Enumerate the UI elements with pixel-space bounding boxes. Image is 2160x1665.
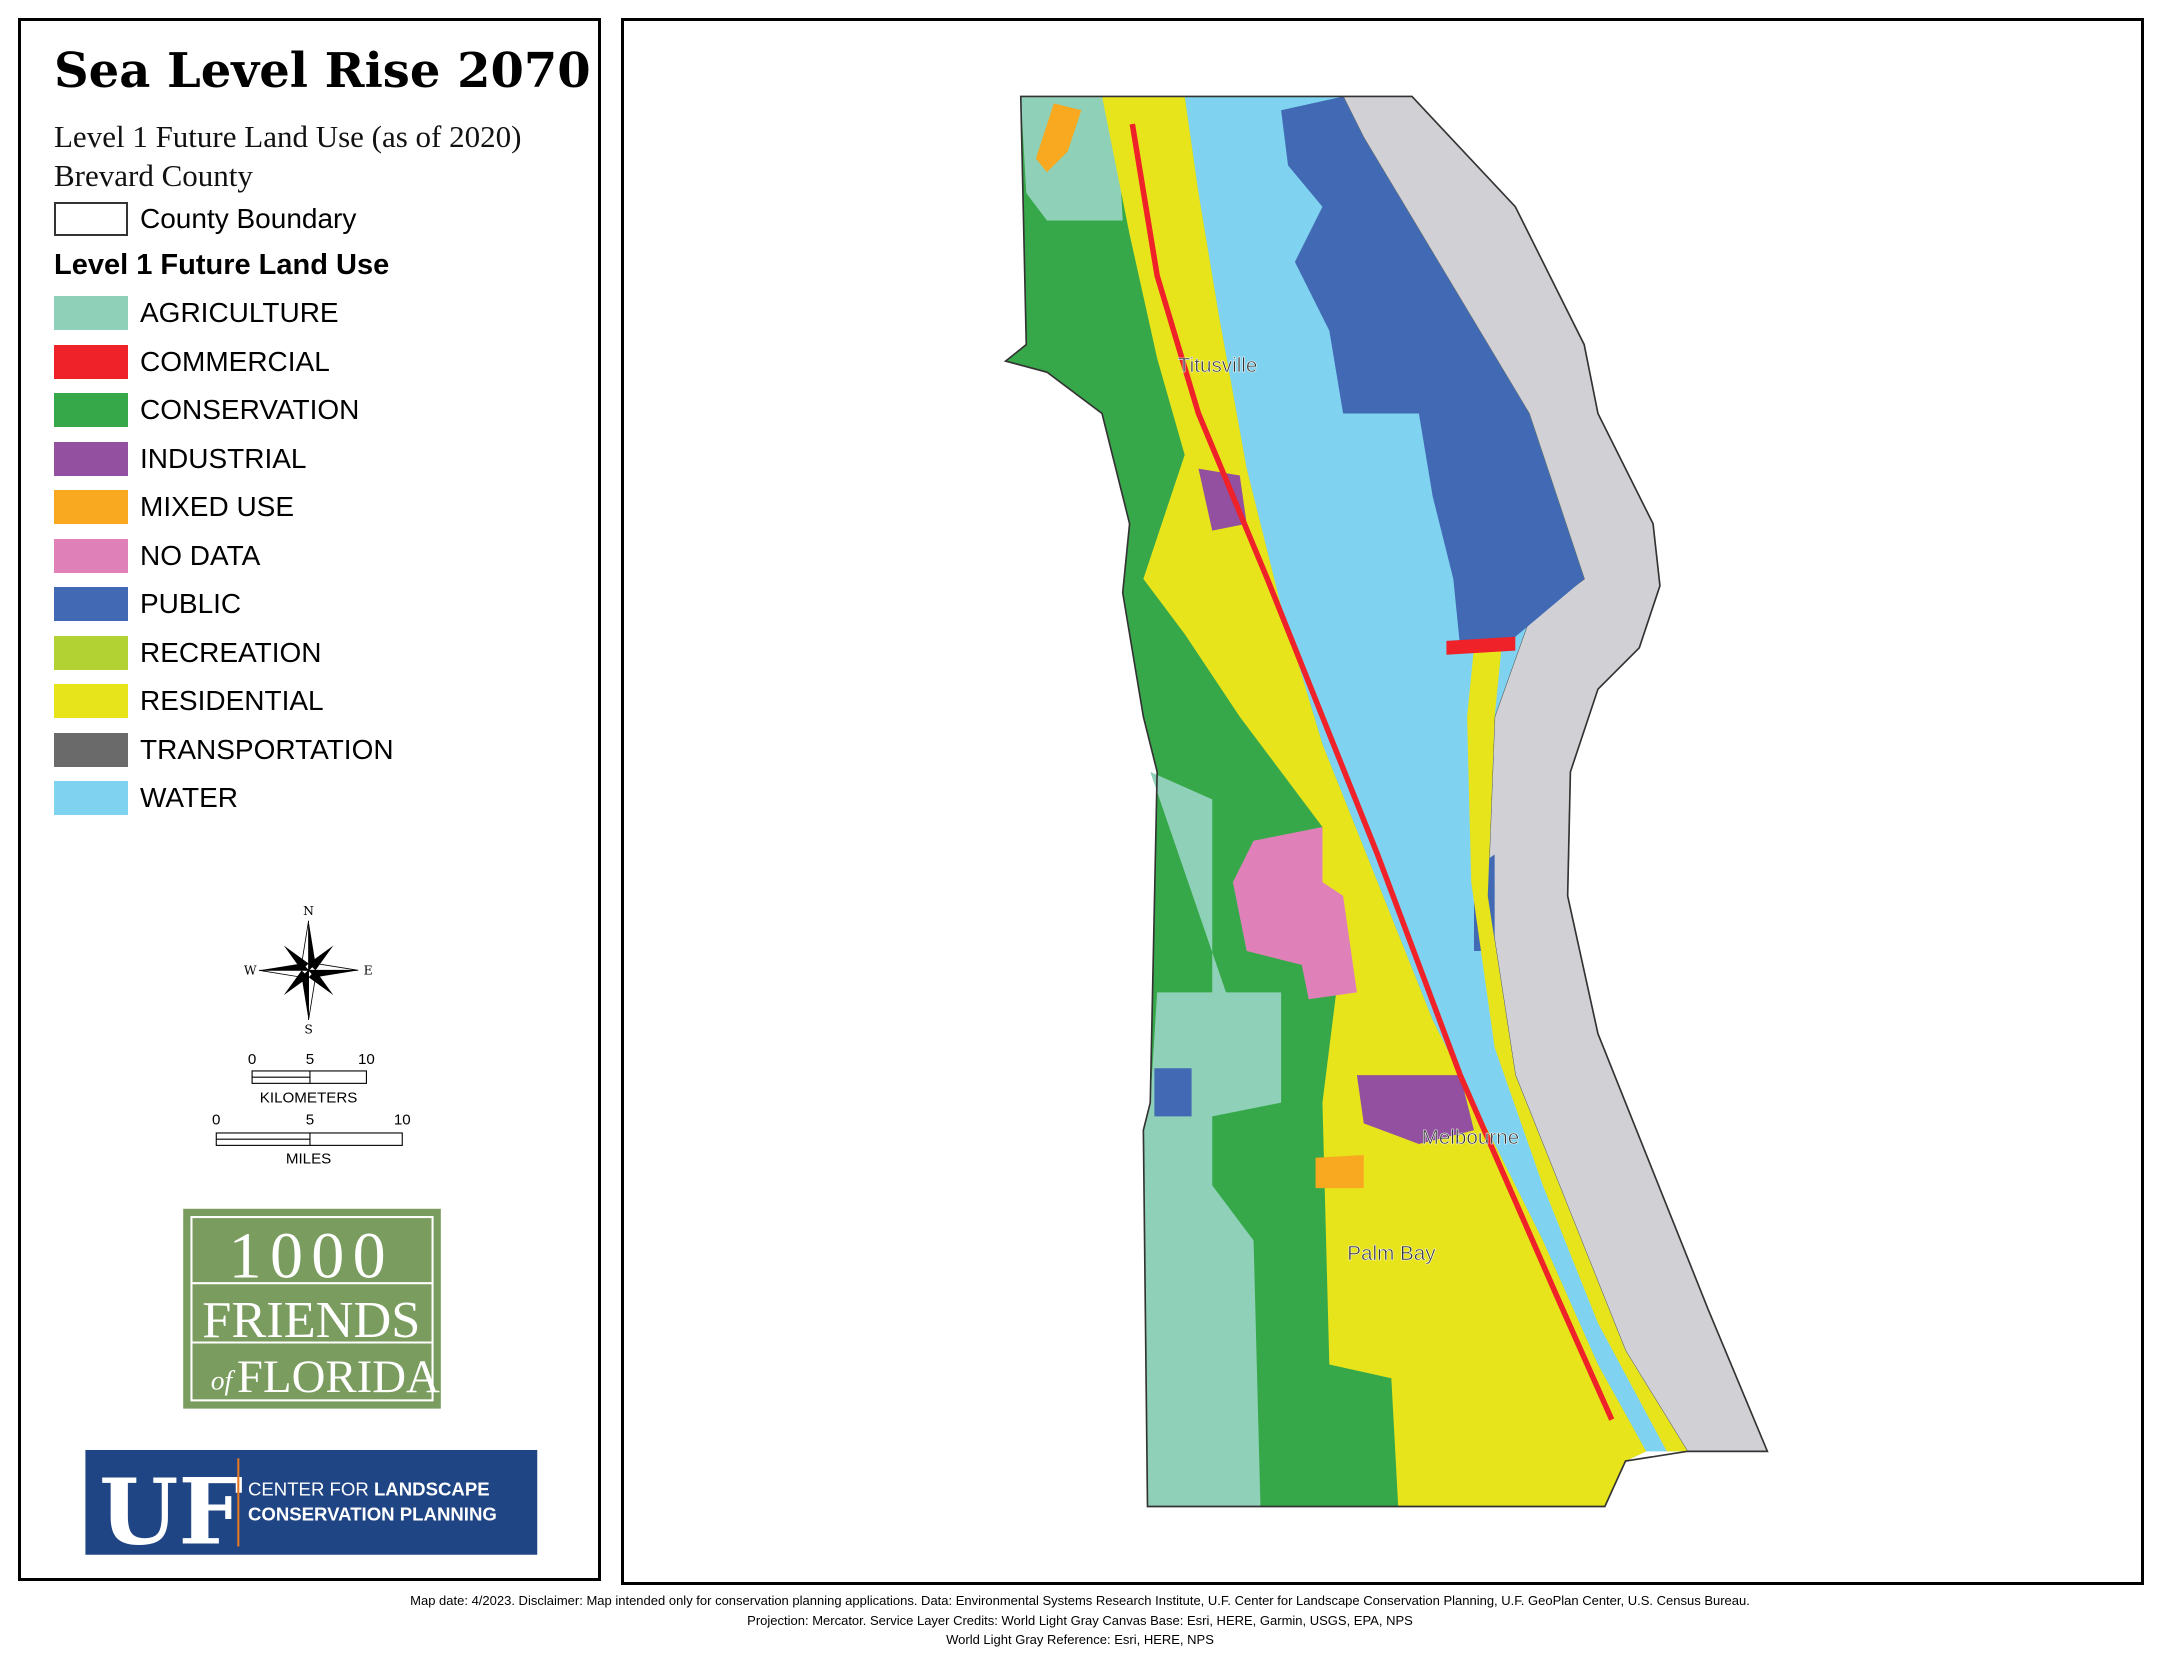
- county-boundary: [1003, 95, 1769, 1508]
- mi-unit: MILES: [286, 1150, 331, 1167]
- city-label-titusville: Titusville: [1178, 354, 1258, 377]
- residential-barrier: [1467, 647, 1688, 1452]
- legend-label: MIXED USE: [140, 491, 295, 522]
- legend-item-industrial: INDUSTRIAL: [54, 441, 306, 477]
- mi-tick: 5: [306, 1112, 314, 1129]
- legend-heading: Level 1 Future Land Use: [54, 249, 390, 281]
- legend-label: WATER: [140, 782, 238, 813]
- scale-bar-miles: 0 5 10 MILES: [212, 1112, 411, 1168]
- legend-swatch: [54, 538, 128, 573]
- map-panel[interactable]: [621, 18, 2144, 1585]
- legend-swatch: [54, 781, 128, 815]
- industrial-north: [1198, 468, 1247, 531]
- scale-bar-km: 0 5 10 KILOMETERS: [248, 1051, 375, 1107]
- water-lagoon: [1184, 96, 1688, 1452]
- legend-label: County Boundary: [140, 203, 357, 234]
- map-subtitle: Level 1 Future Land Use (as of 2020): [54, 119, 522, 154]
- footer-line-3: World Light Gray Reference: Esri, HERE, …: [946, 1632, 1214, 1647]
- city-label-palm-bay: Palm Bay: [1347, 1242, 1436, 1265]
- boundary-swatch: [54, 202, 128, 236]
- industrial-melbourne: [1356, 1075, 1474, 1144]
- footer-line-1: Map date: 4/2023. Disclaimer: Map intend…: [410, 1593, 1750, 1608]
- commercial-causeway: [1446, 636, 1516, 655]
- legend-label: RECREATION: [140, 636, 322, 668]
- legend-swatch: [54, 393, 128, 427]
- north-arrow-compass: N S E W: [244, 903, 373, 1037]
- county-name: Brevard County: [54, 158, 253, 193]
- commercial-corridor: [1129, 123, 1615, 1421]
- legend-label: AGRICULTURE: [140, 297, 339, 328]
- agriculture-south: [1143, 771, 1282, 1507]
- legend-item-residential: RESIDENTIAL: [54, 683, 324, 719]
- km-unit: KILOMETERS: [260, 1090, 358, 1107]
- legend-label: RESIDENTIAL: [140, 685, 324, 716]
- mi-tick: 0: [212, 1112, 220, 1129]
- legend-label: COMMERCIAL: [140, 345, 330, 377]
- logo-1000-friends-of-florida: 1000 FRIENDS of FLORIDA: [183, 1208, 441, 1409]
- compass-n: N: [303, 903, 314, 918]
- legend-item-water: WATER: [54, 780, 238, 816]
- logo-text: of: [211, 1364, 236, 1395]
- legend-label: NO DATA: [140, 539, 261, 571]
- uf-line1: CENTER FOR LANDSCAPE: [248, 1478, 490, 1499]
- legend-item-recreation: RECREATION: [54, 635, 322, 671]
- legend-swatch: [54, 635, 128, 670]
- public-merritt-island: [1281, 96, 1585, 648]
- legend-swatch: [54, 490, 128, 524]
- mi-tick: 10: [394, 1112, 411, 1129]
- legend-label: PUBLIC: [140, 588, 242, 619]
- mixed-use-north: [1035, 103, 1082, 173]
- logo-text: FLORIDA: [237, 1351, 440, 1403]
- legend-item-no-data: NO DATA: [54, 538, 260, 574]
- legend-label: CONSERVATION: [140, 394, 360, 425]
- legend-swatch: [54, 441, 128, 476]
- legend-item-conservation: CONSERVATION: [54, 392, 359, 428]
- legend-swatch: [54, 296, 128, 330]
- legend-county-boundary: County Boundary: [54, 201, 356, 237]
- legend-item-public: PUBLIC: [54, 586, 241, 622]
- no-data-area: [1232, 826, 1357, 1000]
- footer-line-2: Projection: Mercator. Service Layer Cred…: [747, 1613, 1413, 1628]
- legend-item-transportation: TRANSPORTATION: [54, 732, 394, 768]
- map[interactable]: Titusville Melbourne Palm Bay: [1003, 95, 1769, 1508]
- logo-text: FRIENDS: [202, 1291, 420, 1349]
- km-tick: 10: [358, 1051, 375, 1068]
- legend-label: TRANSPORTATION: [140, 733, 394, 765]
- legend-swatch: [54, 732, 128, 767]
- compass-e: E: [364, 962, 373, 977]
- legend-label: INDUSTRIAL: [140, 442, 307, 474]
- legend-swatch: [54, 587, 128, 621]
- city-label-melbourne: Melbourne: [1422, 1126, 1520, 1149]
- residential-strip: [1102, 96, 1647, 1507]
- legend-panel: Sea Level Rise 2070 Level 1 Future Land …: [18, 18, 601, 1581]
- legend-item-mixed-use: MIXED USE: [54, 489, 294, 525]
- public-west: [1154, 1068, 1192, 1117]
- legend-swatch: [54, 344, 128, 379]
- compass-w: W: [244, 962, 257, 977]
- uf-mark: UF: [99, 1460, 243, 1566]
- uf-line2: CONSERVATION PLANNING: [248, 1503, 497, 1524]
- logo-uf-center-landscape-conservation-planning: UF CENTER FOR LANDSCAPE CONSERVATION PLA…: [85, 1449, 538, 1566]
- logo-text: 1000: [229, 1220, 394, 1293]
- legend-swatch: [54, 684, 128, 718]
- km-tick: 5: [306, 1051, 314, 1068]
- legend-item-commercial: COMMERCIAL: [54, 344, 330, 380]
- map-title: Sea Level Rise 2070: [54, 43, 591, 99]
- compass-s: S: [304, 1022, 312, 1037]
- km-tick: 0: [248, 1051, 256, 1068]
- legend-item-agriculture: AGRICULTURE: [54, 295, 339, 331]
- mixed-use-south: [1315, 1155, 1364, 1189]
